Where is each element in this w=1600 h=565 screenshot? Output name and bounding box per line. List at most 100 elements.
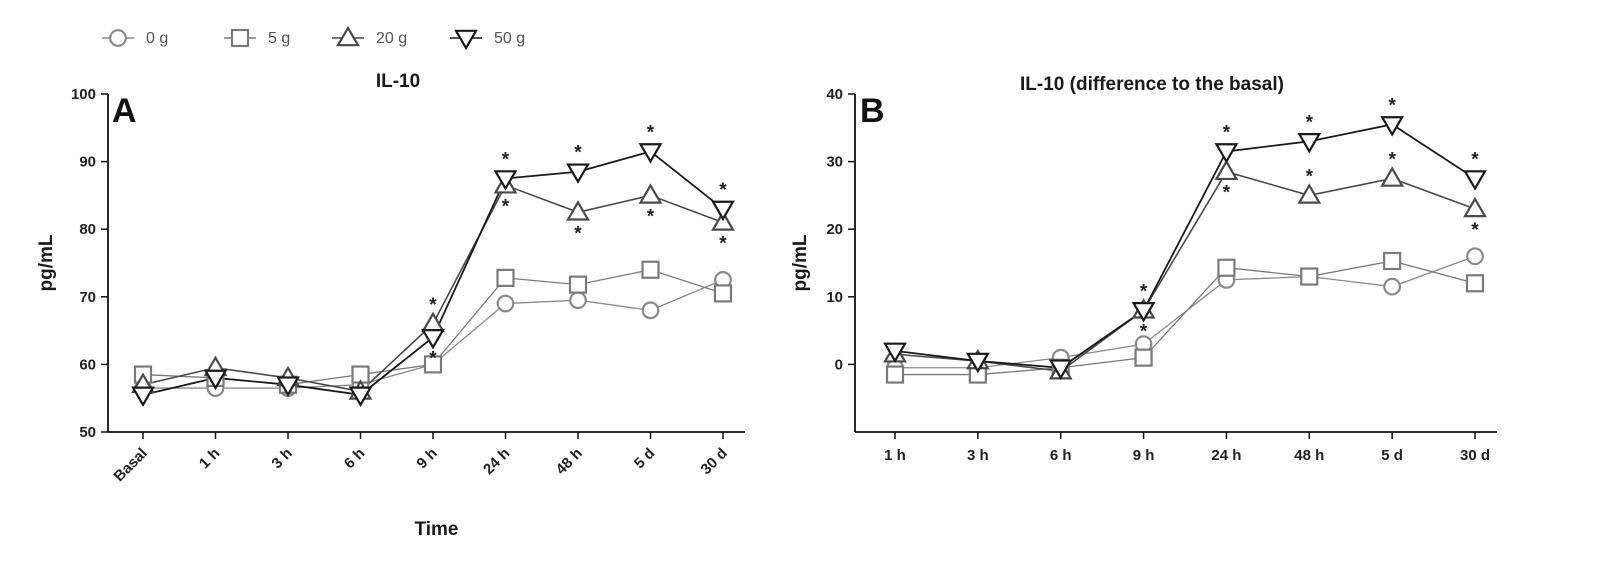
panel-a-y-axis-label: pg/mL — [36, 234, 57, 291]
panel-b-y-tick-label: 30 — [826, 154, 843, 171]
panel-b-point-50-g-5-d — [1380, 116, 1405, 137]
panel-b-significance-star-50-g-9-h: * — [1140, 281, 1148, 302]
panel-a-point-50-g-3-h — [276, 376, 300, 397]
panel-a-point-50-g-basal — [131, 386, 155, 408]
panel-a-x-tick-label-24-h: 24 h — [480, 445, 513, 478]
panel-b-point-50-g-3-h — [965, 352, 990, 374]
panel-b-point-50-g-6-h — [1048, 359, 1073, 380]
panel-a-point-20-g-5-d — [638, 183, 663, 204]
panel-b-x-tick-label-1-h: 1 h — [884, 447, 906, 464]
panel-a-significance-star-20-g-9-h: * — [429, 295, 437, 316]
panel-b-point-5-g-5-d — [1383, 251, 1402, 271]
panel-b-significance-star-50-g-5-d: * — [1388, 95, 1396, 116]
panel-b-point-5-g-1-h — [885, 365, 905, 384]
panel-a-point-50-g-30-d — [711, 200, 735, 222]
panel-a-significance-star-50-g-30-d: * — [719, 180, 727, 201]
panel-b: 0 10 20 30 40 1 h 3 h 6 h 9 h 24 h 48 h 5 d 30 d IL-1… — [790, 74, 1497, 464]
panel-b-significance-star-50-g-48-h: * — [1306, 112, 1314, 133]
legend-50-g-label: 50 g — [494, 30, 525, 47]
panel-a-significance-star-50-g-48-h: * — [574, 143, 582, 164]
panel-b-point-0-g-5-d — [1383, 277, 1402, 296]
panel-a-point-50-g-5-d — [638, 143, 663, 164]
legend-5-g-label: 5 g — [268, 30, 290, 47]
panel-a-significance-star-50-g-9-h: * — [429, 348, 437, 369]
panel-a-y-tick-label: 70 — [79, 289, 96, 306]
panel-b-point-50-g-1-h — [883, 342, 907, 364]
panel-b-y-axis-label: pg/mL — [790, 234, 811, 291]
panel-a-point-0-g-48-h — [569, 291, 587, 310]
panel-b-significance-star-50-g-24-h: * — [1223, 122, 1231, 143]
panel-b-y-tick-label: 0 — [835, 356, 843, 373]
panel-b-y-tick-label: 40 — [826, 86, 843, 103]
panel-b-series-20-g-line — [894, 170, 1476, 372]
panel-b-title: IL-10 (difference to the basal) — [1020, 74, 1284, 95]
panel-b-x-tick-label-3-h: 3 h — [967, 447, 989, 464]
panel-b-point-20-g-5-d — [1380, 166, 1405, 187]
panel-b-y-tick-label: 10 — [826, 289, 843, 306]
panel-a-y-tick-label: 60 — [79, 356, 96, 373]
panel-a-x-tick-label-6-h: 6 h — [341, 445, 368, 472]
panel-a-point-0-g-24-h — [496, 294, 515, 313]
panel-a-x-tick-label-30-d: 30 d — [698, 445, 731, 478]
panel-a-point-50-g-48-h — [566, 163, 590, 184]
panel-a-y-tick-label: 90 — [79, 154, 96, 171]
panel-b-x-tick-label-30-d: 30 d — [1460, 447, 1490, 464]
panel-a-x-tick-label-1-h: 1 h — [196, 445, 223, 472]
legend-0-g-marker — [109, 29, 127, 47]
panel-a-point-5-g-5-d — [641, 260, 660, 279]
panel-b-x-tick-label-6-h: 6 h — [1050, 447, 1072, 464]
panel-b-point-5-g-24-h — [1217, 258, 1236, 277]
panel-a-x-tick-label-9-h: 9 h — [413, 445, 440, 472]
panel-a-x-tick-label-5-d: 5 d — [631, 445, 658, 472]
panel-b-point-50-g-48-h — [1297, 133, 1322, 154]
panel-a-significance-star-20-g-48-h: * — [574, 223, 582, 244]
panel-a-letter: A — [112, 92, 137, 130]
panel-a-significance-star-20-g-24-h: * — [502, 196, 510, 217]
panel-a-y-tick-label: 80 — [79, 221, 96, 238]
panel-a-significance-star-50-g-24-h: * — [502, 150, 510, 171]
legend: 0 g 5 g 20 g 50 g — [102, 25, 525, 51]
panel-b-point-5-g-9-h — [1134, 348, 1153, 367]
panel-b-significance-star-20-g-9-h: * — [1140, 321, 1148, 342]
panel-a-significance-star-20-g-5-d: * — [647, 206, 655, 227]
panel-b-point-50-g-9-h — [1131, 302, 1156, 323]
panel-a-significance-star-20-g-30-d: * — [719, 233, 727, 254]
panel-a-x-axis-label: Time — [414, 519, 458, 540]
panel-a-point-20-g-48-h — [566, 200, 590, 221]
panel-b-point-20-g-24-h — [1214, 159, 1239, 181]
panel-b-x-tick-label-48-h: 48 h — [1294, 447, 1324, 464]
panel-a-point-5-g-24-h — [496, 268, 515, 287]
panel-b-point-20-g-30-d — [1463, 196, 1487, 218]
panel-b-point-50-g-24-h — [1214, 143, 1239, 164]
panel-a-x-tick-label-basal: Basal — [111, 445, 151, 485]
panel-a-x-tick-label-3-h: 3 h — [268, 445, 295, 472]
legend-5-g-marker — [230, 28, 250, 48]
panel-b-significance-star-20-g-5-d: * — [1388, 150, 1396, 171]
panel-a-point-50-g-1-h — [203, 369, 228, 391]
panel-b-significance-star-20-g-48-h: * — [1306, 166, 1314, 187]
legend-0-g-label: 0 g — [146, 30, 168, 47]
legend-50-g-marker — [454, 29, 478, 51]
panel-b-point-20-g-48-h — [1297, 183, 1322, 204]
panel-a-point-50-g-9-h — [421, 329, 445, 350]
panel-a-point-5-g-30-d — [713, 284, 733, 303]
panel-a-point-0-g-5-d — [641, 301, 660, 320]
panel-a-significance-star-50-g-5-d: * — [647, 122, 655, 143]
panel-b-y-tick-label: 20 — [826, 221, 843, 238]
panel-a-x-tick-label-48-h: 48 h — [553, 445, 586, 478]
panel-b-significance-star-20-g-24-h: * — [1223, 183, 1231, 204]
panel-b-point-0-g-30-d — [1466, 247, 1484, 266]
panel-b-significance-star-50-g-30-d: * — [1471, 150, 1479, 171]
panel-b-point-5-g-48-h — [1300, 267, 1319, 286]
panel-a-title: IL-10 — [376, 71, 420, 92]
panel-a-point-50-g-6-h — [348, 386, 373, 408]
panel-b-x-tick-label-5-d: 5 d — [1381, 447, 1403, 464]
panel-b-letter: B — [860, 92, 885, 130]
panel-a-point-5-g-9-h — [423, 355, 443, 374]
panel-a-y-tick-label: 50 — [79, 424, 96, 441]
panel-b-x-tick-label-24-h: 24 h — [1211, 447, 1241, 464]
panel-a-point-50-g-24-h — [493, 170, 518, 191]
legend-20-g-marker — [336, 25, 360, 47]
panel-a-y-tick-label: 100 — [71, 86, 96, 103]
